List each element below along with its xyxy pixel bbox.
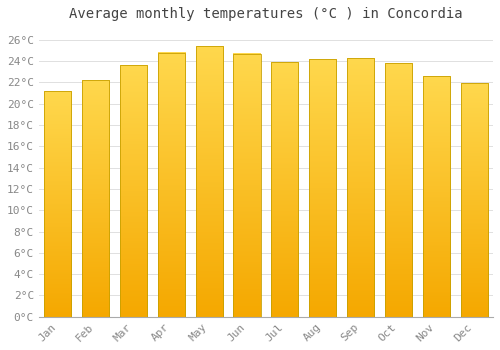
Bar xyxy=(422,76,450,317)
Bar xyxy=(44,91,72,317)
Bar xyxy=(460,83,488,317)
Bar xyxy=(196,46,223,317)
Title: Average monthly temperatures (°C ) in Concordia: Average monthly temperatures (°C ) in Co… xyxy=(69,7,462,21)
Bar xyxy=(158,52,185,317)
Bar xyxy=(234,54,260,317)
Bar xyxy=(347,58,374,317)
Bar xyxy=(271,62,298,317)
Bar xyxy=(385,63,412,317)
Bar xyxy=(120,65,147,317)
Bar xyxy=(309,59,336,317)
Bar xyxy=(82,80,109,317)
